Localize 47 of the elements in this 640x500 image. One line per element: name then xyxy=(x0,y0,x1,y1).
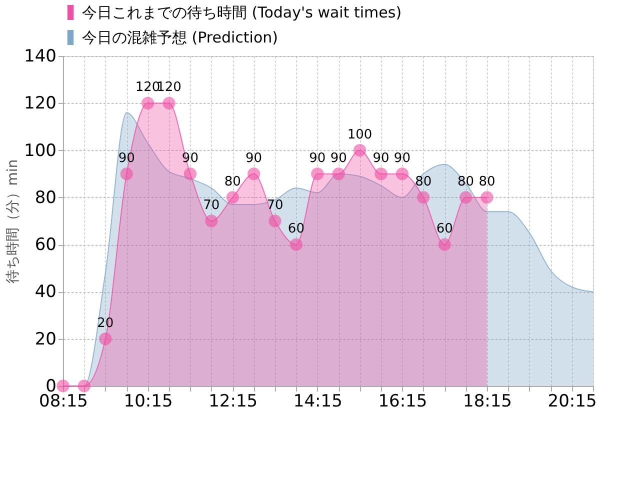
y-axis-title: 待ち時間（分）min xyxy=(5,159,22,284)
y-tick-label: 60 xyxy=(34,235,56,256)
point xyxy=(268,214,282,228)
point xyxy=(417,191,430,204)
point xyxy=(184,168,197,180)
data-label: 90 xyxy=(246,150,262,166)
x-tick-label: 18:15 xyxy=(463,392,512,412)
data-label: 100 xyxy=(347,127,372,142)
point xyxy=(353,144,366,157)
data-label: 80 xyxy=(415,174,432,190)
x-tick-label: 20:15 xyxy=(548,392,597,412)
point xyxy=(332,168,345,180)
legend-label: 今日の混雑予想 (Prediction) xyxy=(82,28,278,46)
data-label: 90 xyxy=(372,150,390,166)
point xyxy=(226,191,239,204)
point xyxy=(438,238,451,251)
data-label: 90 xyxy=(394,150,410,166)
legend-label: 今日これまでの待ち時間 (Today's wait times) xyxy=(82,4,402,22)
data-label: 80 xyxy=(458,174,474,190)
data-label: 80 xyxy=(224,174,241,190)
data-label: 60 xyxy=(288,222,304,237)
data-label: 90 xyxy=(118,150,135,166)
data-label: 20 xyxy=(97,316,114,331)
y-tick-label: 20 xyxy=(34,329,56,350)
data-label: 70 xyxy=(203,198,220,213)
data-label: 60 xyxy=(436,222,453,237)
y-tick-label: 100 xyxy=(24,140,56,161)
x-tick-label: 12:15 xyxy=(208,392,258,412)
point xyxy=(247,168,260,180)
y-tick-label: 40 xyxy=(34,282,56,302)
y-tick-label: 120 xyxy=(24,94,56,114)
y-tick-label: 140 xyxy=(24,46,56,66)
point xyxy=(162,96,176,110)
point xyxy=(120,168,133,180)
point xyxy=(205,214,218,228)
data-label: 90 xyxy=(309,150,326,166)
data-label: 70 xyxy=(266,198,284,213)
y-tick-label: 80 xyxy=(34,188,56,208)
data-label: 80 xyxy=(478,174,496,190)
x-tick-label: 16:15 xyxy=(378,392,428,412)
data-label: 90 xyxy=(330,150,347,166)
point xyxy=(396,168,409,180)
point xyxy=(290,238,303,251)
point xyxy=(480,191,494,204)
point xyxy=(99,332,112,346)
x-tick-label: 14:15 xyxy=(293,392,342,412)
x-tick-label: 10:15 xyxy=(124,392,173,412)
